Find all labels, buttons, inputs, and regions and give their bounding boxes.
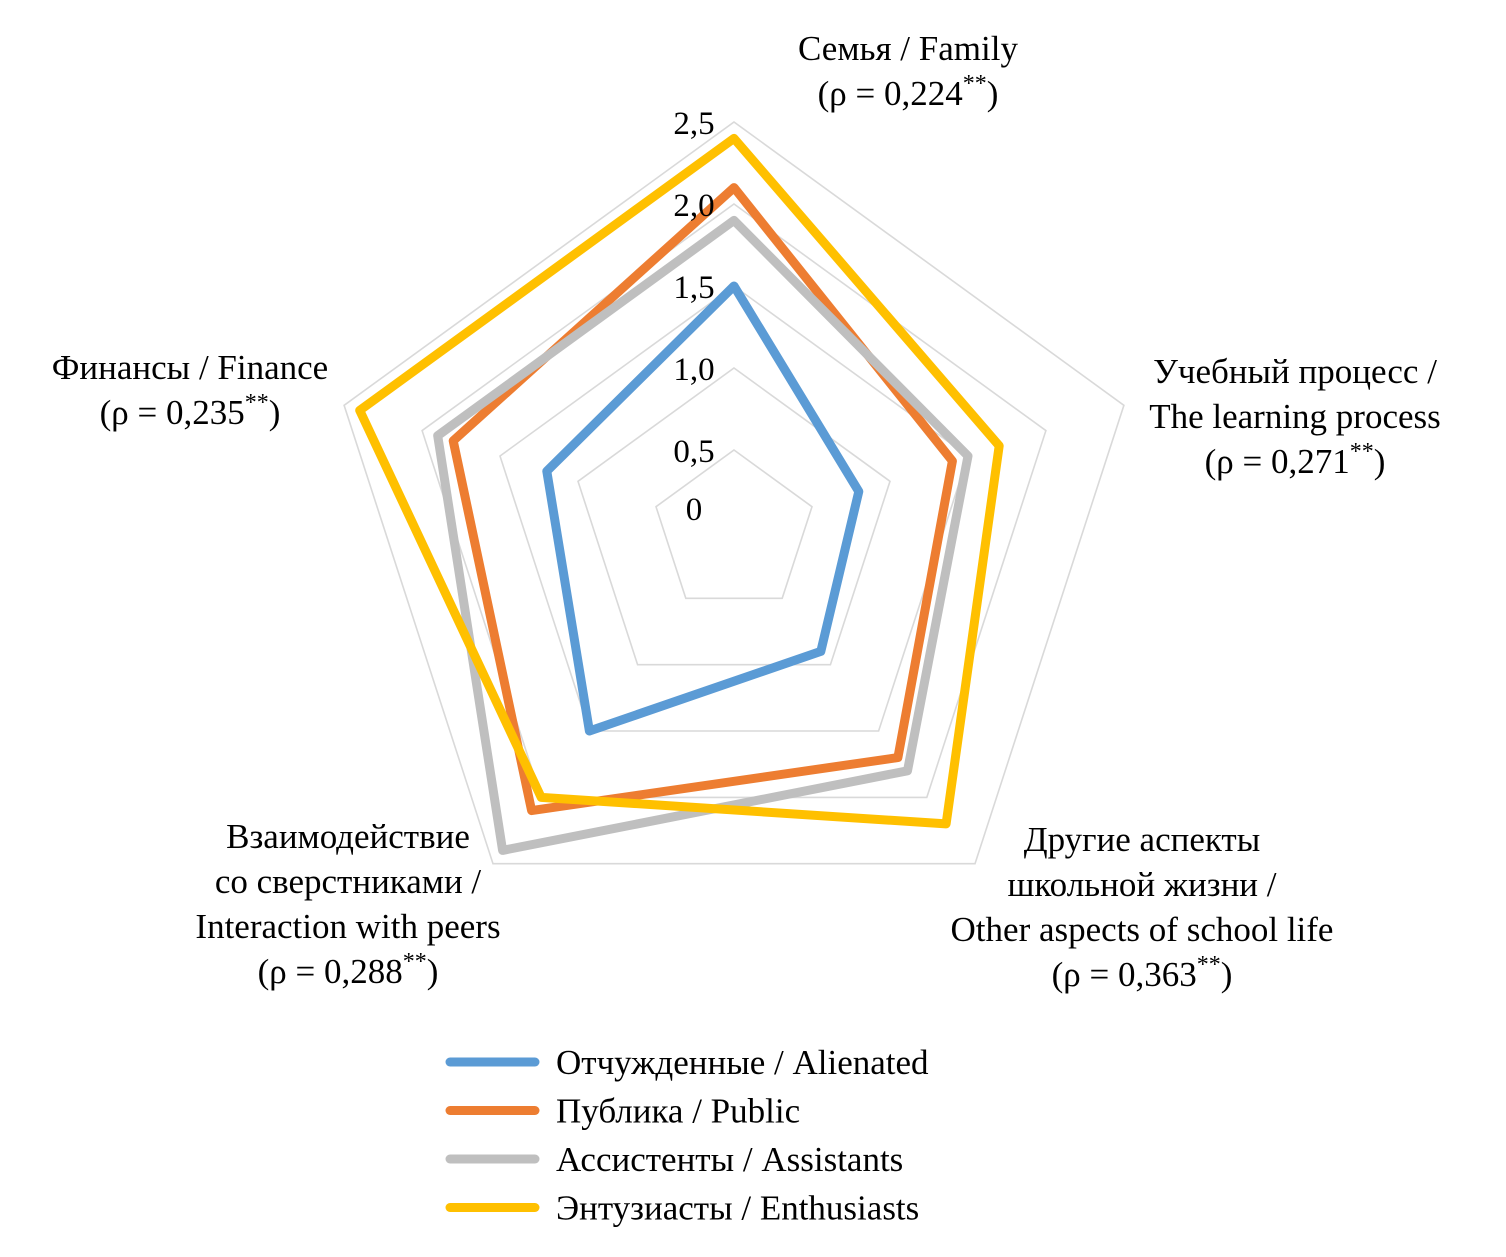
tick-label: 0,5 [673,434,714,470]
axis-labels: Семья / Family(ρ = 0,224**) Учебный проце… [52,29,1441,994]
legend-label: Публика / Public [556,1092,800,1131]
axis-rho-label: (ρ = 0,224**) [818,71,999,113]
tick-label: 1,0 [673,352,714,388]
axis-label-line: Interaction with peers [195,907,500,946]
tick-label: 1,5 [673,270,714,306]
axis-label-line: Семья / Family [798,29,1018,68]
legend-label: Энтузиасты / Enthusiasts [556,1189,919,1228]
grid-ring-1 [655,449,813,600]
axis-label-line: Финансы / Finance [52,348,328,387]
axis-label-line: Учебный процесс / [1153,352,1437,391]
tick-labels: 0 0,5 1,0 1,5 2,0 2,5 [673,106,714,528]
series-line-3 [355,133,1004,829]
axis-label-line: со сверстниками / [215,862,482,901]
axis-label-line: Other aspects of school life [951,910,1334,949]
tick-label: 2,0 [673,188,714,224]
grid-ring-5 [343,121,1125,865]
grid-ring-4 [421,203,1047,799]
axis-rho-label: (ρ = 0,271**) [1205,439,1386,481]
axis-label-line: школьной жизни / [1007,865,1276,904]
axis-rho-label: (ρ = 0,288**) [258,949,439,991]
series-lines [355,133,1004,855]
axis-rho-label: (ρ = 0,363**) [1052,952,1233,994]
legend: Отчужденные / Alienated Публика / Public А… [445,1043,929,1228]
series-line-1 [448,183,957,816]
axis-label-line: The learning process [1149,397,1441,436]
legend-label: Отчужденные / Alienated [556,1043,929,1082]
axis-label-line: Другие аспекты [1024,820,1260,859]
legend-label: Ассистенты / Assistants [556,1140,903,1179]
series-line-0 [542,281,864,736]
tick-label: 0 [686,492,703,528]
axis-rho-label: (ρ = 0,235**) [100,390,281,432]
tick-label: 2,5 [673,106,714,142]
grid-ring-2 [577,367,891,666]
axis-label-line: Взаимодействие [226,817,470,856]
